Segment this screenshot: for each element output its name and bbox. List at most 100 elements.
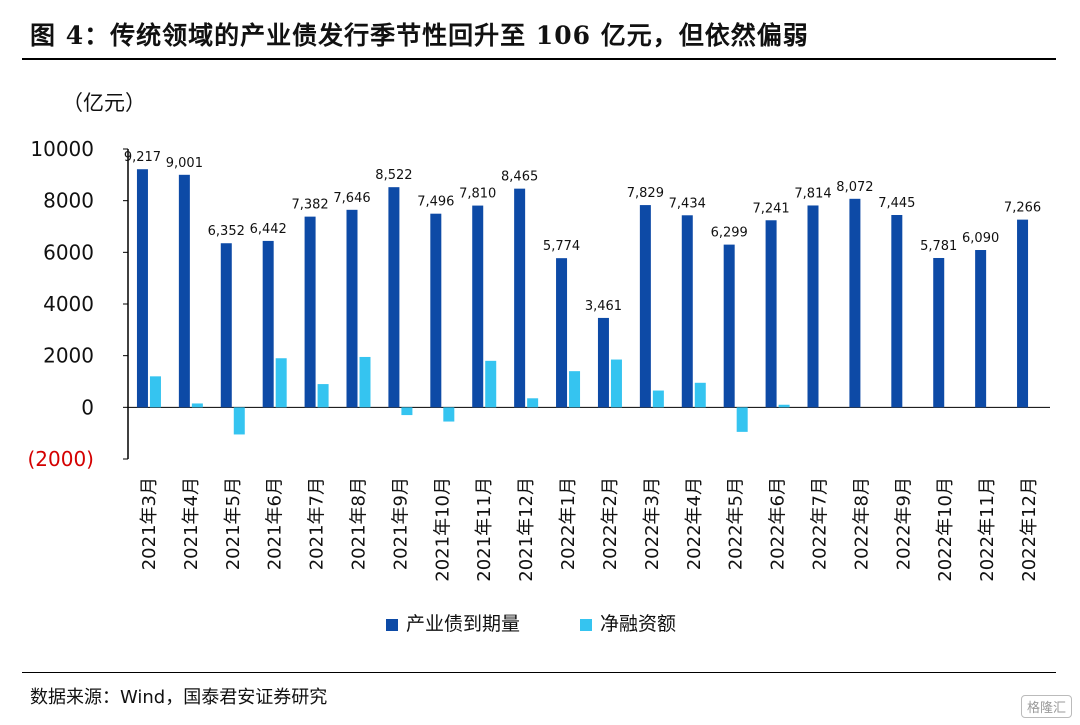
data-label: 6,090 (962, 231, 999, 246)
x-axis-labels: 2021年3月 2021年4月 2021年5月 2021年6月 2021年7月 2021年… (139, 477, 1040, 582)
data-label: 8,072 (836, 180, 873, 195)
bar-net-financing (652, 390, 664, 408)
bar-maturity (556, 258, 568, 408)
bar-maturity (388, 187, 400, 408)
bar-maturity (136, 169, 148, 408)
bar-net-financing (275, 358, 287, 408)
data-label: 7,814 (794, 186, 831, 201)
data-label: 7,810 (459, 187, 496, 202)
bar-net-financing (485, 360, 497, 408)
x-tick-label: 2022年3月 (642, 477, 663, 570)
x-tick-label: 2022年5月 (726, 477, 747, 570)
source-note: 数据来源：Wind，国泰君安证券研究 (30, 687, 328, 708)
data-label: 7,241 (752, 201, 789, 216)
bar-maturity (430, 213, 442, 408)
data-label: 7,646 (333, 191, 370, 206)
x-tick-label: 2022年1月 (558, 477, 579, 570)
legend-swatch-maturity (386, 619, 398, 631)
data-label: 8,522 (375, 168, 412, 183)
bar-net-financing (233, 407, 245, 435)
bar-maturity (807, 205, 819, 408)
bar-net-financing (569, 371, 581, 408)
data-label: 5,781 (920, 239, 957, 254)
bar-net-financing (401, 407, 413, 416)
data-label: 7,496 (417, 195, 454, 210)
data-label: 7,382 (291, 198, 328, 213)
data-label: 9,217 (124, 150, 161, 165)
y-tick-label: 6000 (43, 240, 94, 264)
x-tick-label: 2021年4月 (181, 477, 202, 570)
figure-title: 图 4：传统领域的产业债发行季节性回升至 106 亿元，但依然偏弱 (30, 21, 809, 50)
bar-chart: （亿元） (2000) 0 2000 4000 6000 8000 10000 9,217 9… (27, 91, 1050, 635)
x-tick-label: 2021年12月 (516, 477, 537, 582)
x-tick-label: 2022年2月 (600, 477, 621, 570)
data-label: 7,829 (627, 186, 664, 201)
bars (136, 169, 1029, 435)
x-tick-label: 2022年10月 (935, 477, 956, 582)
x-tick-label: 2022年9月 (893, 477, 914, 570)
bar-net-financing (736, 407, 748, 432)
legend: 产业债到期量 净融资额 (386, 613, 676, 635)
data-labels: 9,217 9,001 6,352 6,442 7,382 7,646 8,522 7,496… (124, 150, 1041, 314)
y-tick-label: 4000 (43, 292, 94, 316)
data-label: 6,442 (250, 222, 287, 237)
bar-maturity (975, 250, 987, 408)
data-label: 3,461 (585, 299, 622, 314)
x-tick-label: 2022年11月 (977, 477, 998, 582)
x-tick-label: 2022年4月 (684, 477, 705, 570)
y-tick-label: 0 (81, 395, 94, 419)
bar-net-financing (359, 356, 371, 408)
x-tick-label: 2021年5月 (223, 477, 244, 570)
data-label: 6,299 (711, 226, 748, 241)
x-tick-label: 2022年8月 (851, 477, 872, 570)
bar-net-financing (149, 376, 161, 408)
x-tick-label: 2021年3月 (139, 477, 160, 570)
y-tick-label: 8000 (43, 189, 94, 213)
legend-swatch-net-financing (580, 619, 592, 631)
x-tick-label: 2022年12月 (1019, 477, 1040, 582)
bar-maturity (514, 188, 526, 408)
data-label: 9,001 (166, 156, 203, 171)
bar-net-financing (527, 398, 539, 408)
bar-maturity (891, 215, 903, 408)
bar-maturity (472, 205, 484, 408)
bar-maturity (597, 317, 609, 408)
bar-net-financing (778, 404, 790, 408)
y-tick-label: (2000) (27, 447, 94, 471)
x-tick-label: 2021年10月 (432, 477, 453, 582)
bar-maturity (262, 240, 274, 408)
bar-maturity (220, 243, 232, 408)
bar-net-financing (610, 359, 622, 408)
bar-maturity (681, 215, 693, 408)
source-rule (22, 672, 1056, 673)
title-rule (22, 58, 1056, 60)
x-tick-label: 2021年8月 (349, 477, 370, 570)
bar-maturity (723, 244, 735, 408)
bar-maturity (765, 220, 777, 408)
bar-maturity (1017, 219, 1029, 408)
bar-maturity (346, 209, 358, 408)
watermark-logo: 格隆汇 (1020, 695, 1072, 718)
y-tick-label: 10000 (30, 137, 94, 161)
bar-maturity (933, 257, 945, 408)
x-tick-label: 2021年6月 (265, 477, 286, 570)
bar-net-financing (694, 382, 706, 408)
data-label: 7,266 (1004, 201, 1041, 216)
bar-net-financing (317, 384, 329, 408)
bar-net-financing (443, 407, 455, 422)
data-label: 5,774 (543, 239, 580, 254)
x-tick-label: 2022年7月 (810, 477, 831, 570)
bar-maturity (304, 216, 316, 408)
y-tick-label: 2000 (43, 344, 94, 368)
data-label: 7,434 (669, 196, 706, 211)
x-tick-label: 2021年11月 (474, 477, 495, 582)
y-axis-ticks: (2000) 0 2000 4000 6000 8000 10000 (27, 137, 94, 471)
x-tick-label: 2022年6月 (768, 477, 789, 570)
bar-net-financing (191, 403, 203, 408)
legend-label-maturity: 产业债到期量 (406, 613, 520, 635)
legend-label-net-financing: 净融资额 (600, 613, 676, 635)
y-axis-label: （亿元） (62, 91, 146, 115)
bar-maturity (849, 198, 861, 408)
bar-maturity (639, 205, 651, 408)
data-label: 8,465 (501, 170, 538, 185)
